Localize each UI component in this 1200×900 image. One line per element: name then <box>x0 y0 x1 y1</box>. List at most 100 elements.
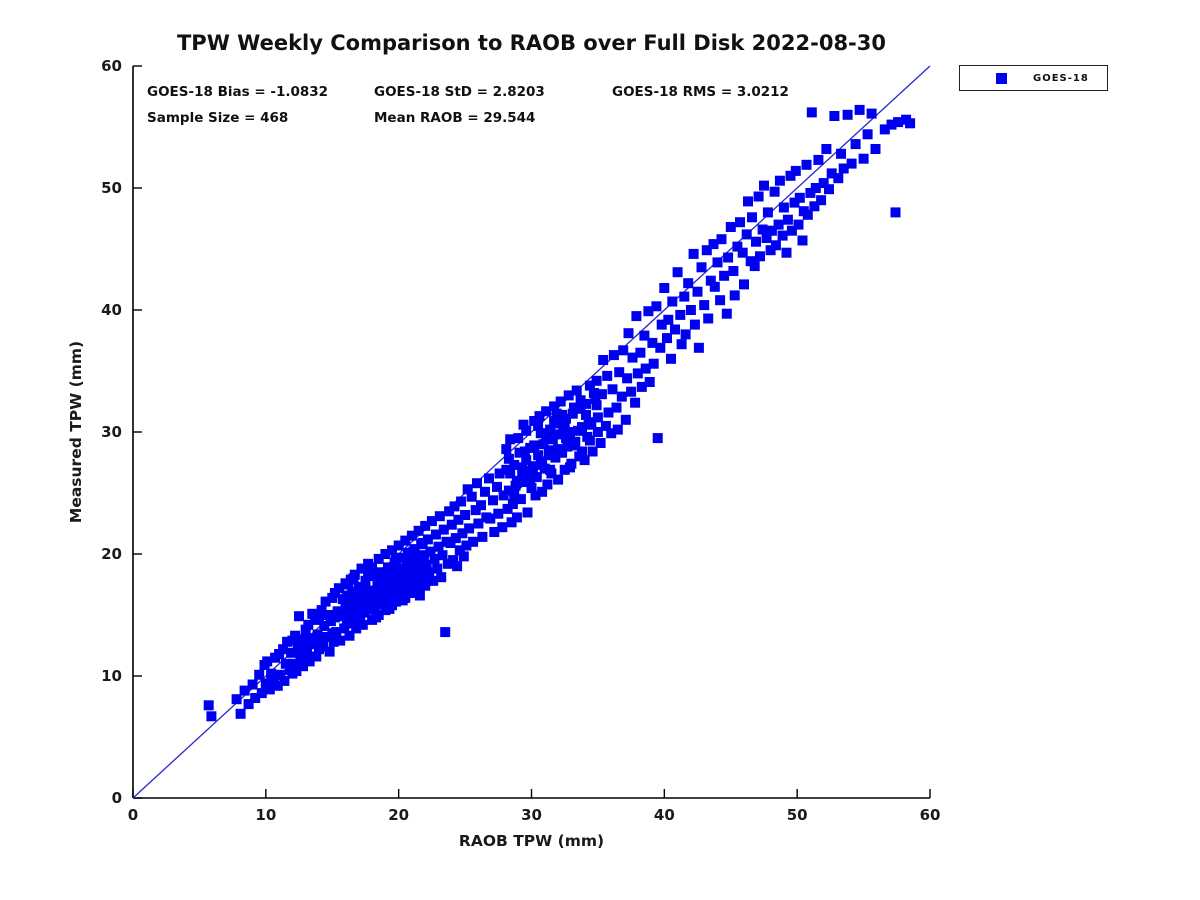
scatter-point <box>562 441 573 452</box>
scatter-point <box>866 108 877 119</box>
scatter-point <box>525 474 536 485</box>
x-tick-label: 50 <box>786 806 808 824</box>
scatter-point <box>563 390 574 401</box>
scatter-point <box>703 313 714 324</box>
scatter-point <box>375 586 386 597</box>
scatter-point <box>397 583 408 594</box>
scatter-point <box>507 499 518 509</box>
scatter-point <box>805 187 816 198</box>
scatter-point <box>567 408 578 419</box>
scatter-point <box>509 489 520 500</box>
scatter-point <box>620 414 631 425</box>
scatter-point <box>470 505 481 516</box>
scatter-point <box>732 241 743 252</box>
scatter-point <box>356 563 367 574</box>
scatter-point <box>344 630 355 641</box>
scatter-point <box>381 567 392 578</box>
scatter-point <box>592 427 603 437</box>
scatter-point <box>497 522 508 533</box>
scatter-point <box>286 647 297 658</box>
scatter-point <box>551 408 562 419</box>
chart-title: TPW Weekly Comparison to RAOB over Full … <box>176 31 886 55</box>
scatter-point <box>701 245 712 256</box>
scatter-point <box>294 611 304 622</box>
scatter-point <box>311 651 322 662</box>
scatter-point <box>373 553 384 564</box>
scatter-point <box>699 300 710 311</box>
scatter-point <box>719 270 730 281</box>
scatter-point <box>773 219 784 230</box>
scatter-point <box>503 485 514 496</box>
scatter-point <box>579 455 590 466</box>
scatter-point <box>549 416 560 426</box>
scatter-point <box>290 630 301 641</box>
scatter-point <box>383 588 393 598</box>
scatter-point <box>573 425 583 436</box>
scatter-point <box>689 319 700 330</box>
scatter-point <box>442 558 453 569</box>
scatter-point <box>296 634 307 645</box>
scatter-point <box>595 438 606 448</box>
scatter-point <box>806 107 817 118</box>
scatter-point <box>256 688 267 699</box>
scatter-point <box>626 386 637 397</box>
scatter-point <box>530 490 541 501</box>
scatter-point <box>425 546 436 557</box>
scatter-point <box>347 586 358 597</box>
scatter-point <box>361 591 372 602</box>
scatter-point <box>403 556 413 567</box>
scatter-point <box>842 109 853 120</box>
scatter-point <box>575 403 586 414</box>
scatter-point <box>708 239 719 250</box>
scatter-point <box>522 507 533 518</box>
y-tick-label: 10 <box>101 667 122 685</box>
scatter-point <box>743 196 753 207</box>
scatter-point <box>818 178 829 189</box>
scatter-point <box>393 540 404 551</box>
scatter-point <box>324 646 335 657</box>
scatter-point <box>468 536 479 547</box>
scatter-point <box>555 396 566 407</box>
scatter-point <box>781 247 792 258</box>
stat-bias: GOES-18 Bias = -1.0832 <box>147 84 329 100</box>
scatter-point <box>602 370 613 381</box>
scatter-point <box>343 579 354 590</box>
scatter-point <box>735 217 745 228</box>
scatter-point <box>361 600 372 611</box>
scatter-point <box>838 163 849 174</box>
scatter-point <box>384 603 395 614</box>
scatter-point <box>526 483 537 494</box>
y-tick-label: 30 <box>101 423 122 441</box>
scatter-point <box>429 553 440 564</box>
x-tick-label: 0 <box>127 806 139 824</box>
scatter-point <box>581 409 591 420</box>
scatter-point <box>414 590 425 601</box>
scatter-point <box>302 646 312 657</box>
scatter-point <box>329 612 340 623</box>
stat-rms: GOES-18 RMS = 3.0212 <box>612 84 789 100</box>
scatter-point <box>501 444 512 455</box>
scatter-point <box>587 446 598 457</box>
scatter-point <box>584 380 595 391</box>
scatter-point <box>369 571 380 581</box>
scatter-point <box>662 333 672 344</box>
scatter-point <box>559 464 570 475</box>
scatter-point <box>417 538 428 548</box>
scatter-point <box>666 353 676 364</box>
scatter-point <box>716 234 727 245</box>
scatter-point <box>262 656 273 667</box>
scatter-point <box>513 433 524 444</box>
scatter-point <box>388 578 399 589</box>
scatter-point <box>494 468 505 479</box>
scatter-point <box>631 311 642 322</box>
scatter-point <box>348 573 359 584</box>
one-to-one-line <box>132 65 931 799</box>
scatter-point <box>400 535 411 546</box>
scatter-point <box>295 652 306 663</box>
scatter-point <box>786 225 797 236</box>
y-tick-label: 0 <box>111 789 122 807</box>
scatter-point <box>770 240 781 251</box>
scatter-point <box>260 678 271 689</box>
scatter-point <box>488 495 498 506</box>
scatter-point <box>321 632 332 642</box>
